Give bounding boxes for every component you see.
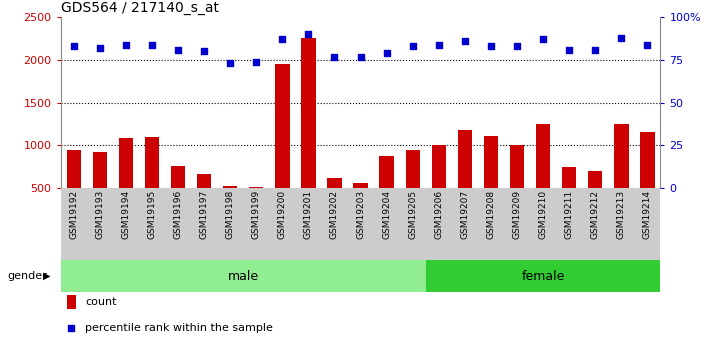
- Point: [66, 325, 77, 331]
- Text: GSM19212: GSM19212: [590, 190, 600, 239]
- Text: GSM19209: GSM19209: [513, 190, 521, 239]
- Text: GSM19201: GSM19201: [304, 190, 313, 239]
- Point: [68, 43, 79, 49]
- Text: GSM19202: GSM19202: [330, 190, 339, 239]
- Bar: [249, 187, 263, 188]
- Point: [94, 45, 106, 51]
- Text: count: count: [85, 297, 116, 307]
- Bar: [66, 295, 76, 309]
- Bar: [171, 166, 185, 188]
- Point: [459, 38, 471, 44]
- Bar: [93, 152, 107, 188]
- Point: [198, 49, 210, 54]
- Text: GSM19213: GSM19213: [617, 190, 626, 239]
- Bar: [588, 171, 603, 188]
- Bar: [484, 136, 498, 188]
- Bar: [61, 260, 426, 292]
- Bar: [275, 64, 289, 188]
- Point: [615, 35, 627, 40]
- Point: [303, 31, 314, 37]
- Bar: [119, 138, 133, 188]
- Point: [407, 43, 418, 49]
- Text: GSM19205: GSM19205: [408, 190, 417, 239]
- Point: [224, 61, 236, 66]
- Point: [433, 42, 445, 47]
- Text: male: male: [228, 269, 258, 283]
- Bar: [640, 132, 655, 188]
- Point: [590, 47, 601, 52]
- Bar: [614, 124, 628, 188]
- Bar: [426, 260, 660, 292]
- Point: [276, 37, 288, 42]
- Point: [486, 43, 497, 49]
- Bar: [327, 178, 342, 188]
- Point: [120, 42, 131, 47]
- Text: GSM19207: GSM19207: [461, 190, 469, 239]
- Point: [511, 43, 523, 49]
- Bar: [223, 186, 237, 188]
- Text: GSM19199: GSM19199: [252, 190, 261, 239]
- Bar: [145, 137, 159, 188]
- Text: GSM19198: GSM19198: [226, 190, 235, 239]
- Text: GSM19211: GSM19211: [565, 190, 573, 239]
- Point: [381, 50, 393, 56]
- Point: [328, 54, 340, 59]
- Text: GSM19203: GSM19203: [356, 190, 365, 239]
- Text: GSM19200: GSM19200: [278, 190, 287, 239]
- Point: [251, 59, 262, 65]
- Text: GSM19210: GSM19210: [538, 190, 548, 239]
- Text: ▶: ▶: [43, 271, 51, 281]
- Bar: [197, 174, 211, 188]
- Bar: [432, 145, 446, 188]
- Text: GSM19195: GSM19195: [148, 190, 156, 239]
- Text: female: female: [521, 269, 565, 283]
- Text: GSM19196: GSM19196: [174, 190, 183, 239]
- Text: GSM19214: GSM19214: [643, 190, 652, 239]
- Bar: [353, 183, 368, 188]
- Text: GSM19194: GSM19194: [121, 190, 131, 239]
- Text: GSM19206: GSM19206: [434, 190, 443, 239]
- Text: GSM19204: GSM19204: [382, 190, 391, 239]
- Point: [538, 37, 549, 42]
- Point: [146, 42, 158, 47]
- Point: [172, 47, 183, 52]
- Bar: [536, 124, 550, 188]
- Text: GSM19197: GSM19197: [200, 190, 208, 239]
- Bar: [458, 130, 472, 188]
- Bar: [301, 38, 316, 188]
- Bar: [406, 150, 420, 188]
- Text: gender: gender: [7, 271, 47, 281]
- Bar: [510, 145, 524, 188]
- Text: GSM19193: GSM19193: [95, 190, 104, 239]
- Text: GSM19208: GSM19208: [486, 190, 496, 239]
- Point: [355, 54, 366, 59]
- Text: GDS564 / 217140_s_at: GDS564 / 217140_s_at: [61, 1, 218, 15]
- Point: [563, 47, 575, 52]
- Bar: [562, 167, 576, 188]
- Bar: [66, 150, 81, 188]
- Text: percentile rank within the sample: percentile rank within the sample: [85, 323, 273, 333]
- Point: [642, 42, 653, 47]
- Bar: [379, 156, 394, 188]
- Text: GSM19192: GSM19192: [69, 190, 79, 239]
